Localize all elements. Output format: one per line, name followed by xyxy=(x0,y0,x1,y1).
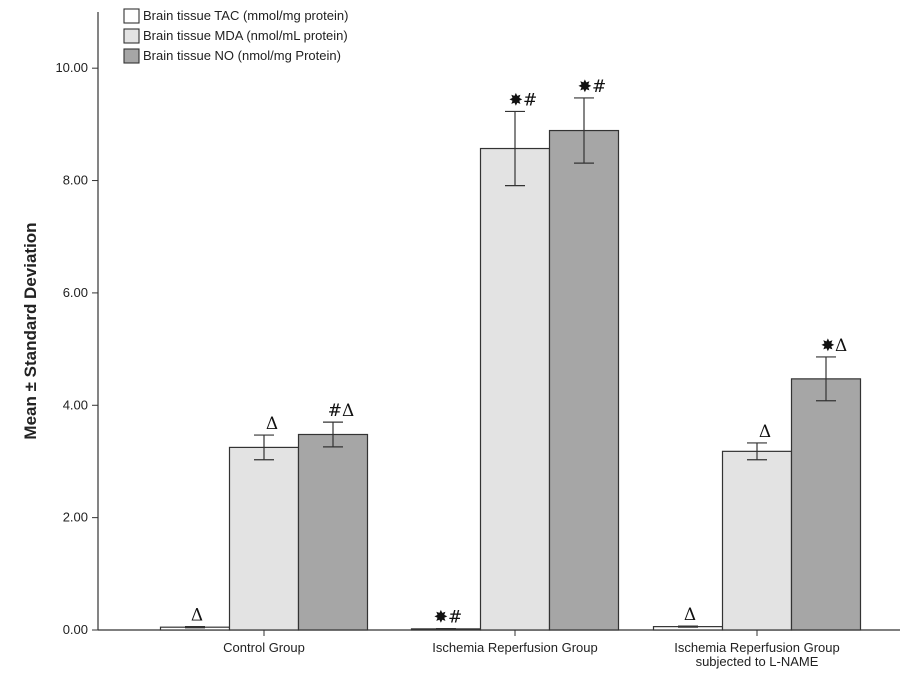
significance-label: Δ xyxy=(759,422,771,442)
significance-label: ✸# xyxy=(509,90,538,110)
significance-label: ✸Δ xyxy=(821,336,848,356)
significance-label: #Δ xyxy=(328,401,355,421)
significance-label: ✸# xyxy=(434,608,463,628)
legend-swatch xyxy=(123,8,140,24)
legend-label: Brain tissue TAC (mmol/mg protein) xyxy=(143,8,348,23)
category-label: subjected to L-NAME xyxy=(696,654,819,669)
significance-label: ✸# xyxy=(578,77,607,97)
category-label: Control Group xyxy=(223,640,305,655)
category-label: Ischemia Reperfusion Group xyxy=(674,640,839,655)
y-tick-label: 2.00 xyxy=(63,510,88,525)
legend-swatch xyxy=(123,48,140,64)
bar xyxy=(479,147,551,631)
x-axis-categories: Control Group Ischemia Reperfusion Group I… xyxy=(223,630,840,669)
significance-label: Δ xyxy=(191,606,203,626)
y-tick-label: 10.00 xyxy=(55,60,88,75)
bars: Δ Δ #Δ ✸# ✸# ✸# Δ Δ ✸Δ xyxy=(159,77,862,631)
y-axis-label: Mean ± Standard Deviation xyxy=(21,222,40,439)
bar xyxy=(228,446,300,631)
significance-label: Δ xyxy=(266,414,278,434)
legend-label: Brain tissue MDA (nmol/mL protein) xyxy=(143,28,348,43)
bar xyxy=(721,450,793,631)
bar xyxy=(548,129,620,631)
legend-label: Brain tissue NO (nmol/mg Protein) xyxy=(143,48,341,63)
bar xyxy=(790,378,862,631)
y-tick-label: 6.00 xyxy=(63,285,88,300)
y-tick-label: 4.00 xyxy=(63,397,88,412)
significance-label: Δ xyxy=(684,605,696,625)
legend: Brain tissue TAC (mmol/mg protein) Brain … xyxy=(123,8,348,64)
category-label: Ischemia Reperfusion Group xyxy=(432,640,597,655)
bar xyxy=(297,433,369,631)
legend-swatch xyxy=(123,28,140,44)
y-tick-label: 8.00 xyxy=(63,173,88,188)
y-tick-label: 0.00 xyxy=(63,622,88,637)
